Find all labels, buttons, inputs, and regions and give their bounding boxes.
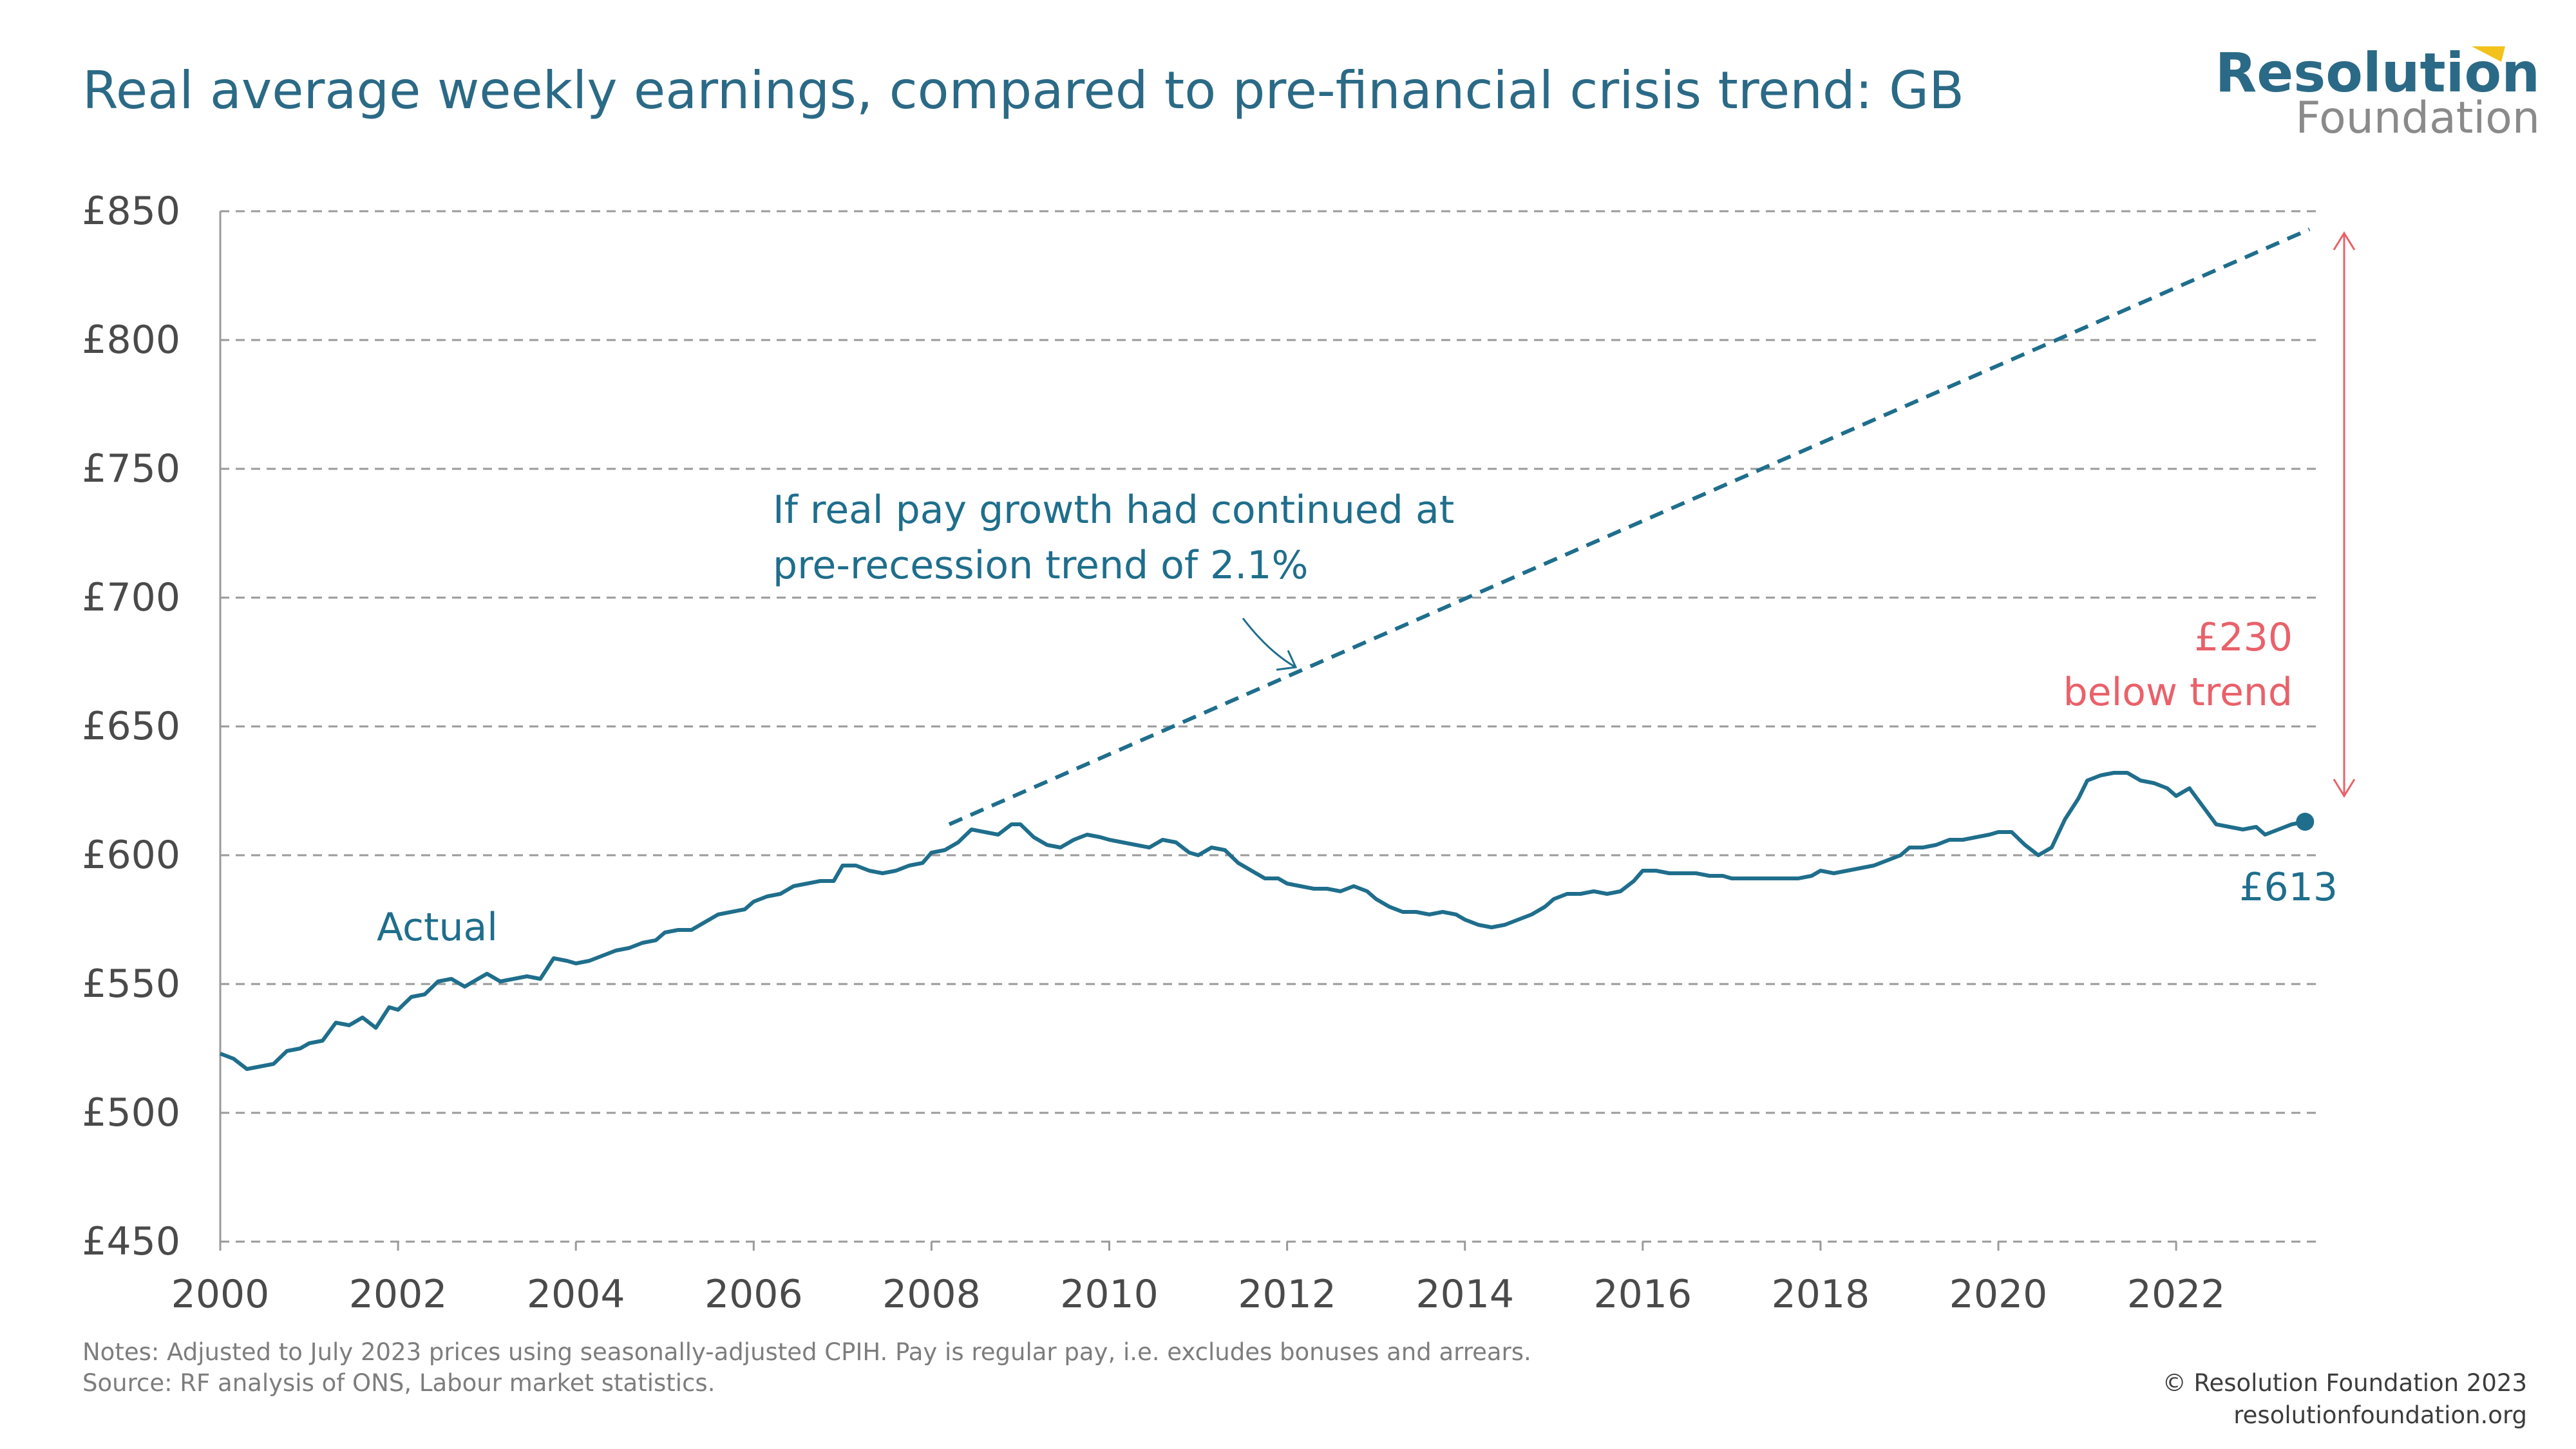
x-tick-label: 2020 [1949,1272,2048,1317]
logo-line-2: Foundation [2295,93,2540,144]
gap-label-value: £230 [2194,615,2293,660]
y-tick-label: £700 [82,575,180,620]
x-tick-label: 2014 [1416,1272,1514,1317]
x-tick-label: 2006 [705,1272,803,1317]
actual-series-label: Actual [377,905,498,950]
x-tick-label: 2022 [2127,1272,2226,1317]
x-tick-label: 2012 [1238,1272,1336,1317]
gap-arrow-head-bottom-icon [2333,779,2356,798]
y-tick-label: £500 [82,1090,180,1135]
x-tick-label: 2008 [882,1272,981,1317]
y-tick-label: £850 [82,189,180,234]
y-tick-label: £450 [82,1219,180,1264]
x-tick-label: 2004 [527,1272,625,1317]
x-tick-label: 2010 [1060,1272,1159,1317]
x-tick-label: 2016 [1593,1272,1692,1317]
gridlines [220,210,2318,1243]
x-tick-label: 2000 [171,1272,270,1317]
x-tick-label: 2002 [349,1272,448,1317]
trend-annotation-line-2: pre-recession trend of 2.1% [773,543,1308,588]
y-tick-label: £600 [82,833,180,878]
source-line: Source: RF analysis of ONS, Labour marke… [82,1369,715,1397]
trend-annotation-line-1: If real pay growth had continued at [773,488,1454,533]
x-axis-tick-labels: 2000 2002 2004 2006 2008 2010 2012 2014 2016 2018… [171,1242,2226,1317]
y-tick-label: £750 [82,446,180,491]
annotation-pointer-head-icon [1276,650,1298,671]
annotation-pointer-arrow-icon [1242,618,1295,668]
y-tick-label: £650 [82,704,180,749]
logo-accent-icon [2472,46,2505,62]
gap-arrow-head-top-icon [2333,231,2356,251]
notes-line: Notes: Adjusted to July 2023 prices usin… [82,1338,1531,1366]
y-axis-tick-labels: £450 £500 £550 £600 £650 £700 £750 £800 £850 [82,189,180,1264]
copyright-line: © Resolution Foundation 2023 [2163,1369,2527,1397]
gap-label-text: below trend [2063,670,2293,715]
y-tick-label: £800 [82,317,180,363]
x-tick-label: 2018 [1772,1272,1870,1317]
y-tick-label: £550 [82,961,180,1007]
end-value-label: £613 [2239,865,2338,910]
chart-title: Real average weekly earnings, compared t… [82,61,1964,120]
resolution-foundation-logo: Resolution Foundation [2215,41,2540,144]
trend-series-line [948,227,2311,826]
actual-series-line [219,771,2306,1071]
gap-double-arrow [2333,231,2356,798]
end-value-marker [2296,813,2315,831]
website-line: resolutionfoundation.org [2233,1401,2527,1429]
